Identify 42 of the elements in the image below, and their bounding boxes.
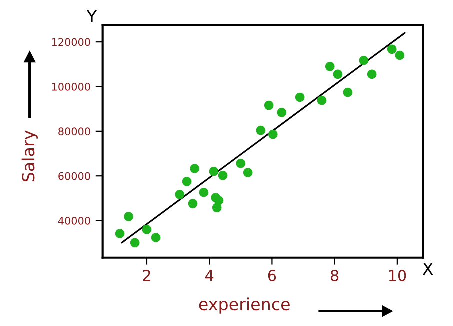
x-tick-label: 8	[330, 270, 339, 282]
point	[218, 171, 228, 180]
x-tick-label: 2	[143, 270, 150, 282]
point	[367, 70, 377, 80]
point	[325, 62, 335, 72]
point	[182, 177, 192, 186]
x-tick-label: 4	[205, 270, 214, 282]
point	[264, 100, 274, 110]
point	[190, 164, 200, 174]
point	[214, 196, 224, 206]
point	[236, 158, 246, 168]
point	[115, 229, 125, 238]
y-tick-label: 60000	[58, 172, 90, 180]
point	[295, 92, 305, 102]
point	[359, 56, 369, 66]
y-axis-title: Salary	[22, 130, 38, 182]
point	[333, 70, 343, 80]
point	[387, 44, 397, 54]
point	[188, 199, 198, 208]
point	[151, 233, 161, 242]
point	[277, 108, 287, 118]
point	[317, 96, 327, 106]
point	[343, 88, 353, 98]
point	[395, 50, 405, 60]
point	[243, 168, 253, 178]
x-axis-title: experience	[199, 298, 290, 314]
point	[175, 190, 185, 200]
y-tick-label: 80000	[58, 128, 90, 136]
point	[256, 126, 266, 136]
point	[268, 130, 278, 140]
y-tick-label: 120000	[52, 38, 90, 46]
point	[199, 188, 209, 198]
x-tick-label: 6	[268, 270, 276, 282]
y-tick-label: 40000	[58, 217, 90, 225]
point	[209, 166, 219, 176]
point	[142, 225, 152, 234]
y-tick-label: 100000	[52, 82, 90, 91]
point	[124, 212, 134, 222]
text: Y	[86, 10, 98, 23]
x-tick-label: 10	[389, 270, 406, 282]
text: X	[422, 263, 434, 276]
point	[130, 238, 140, 248]
